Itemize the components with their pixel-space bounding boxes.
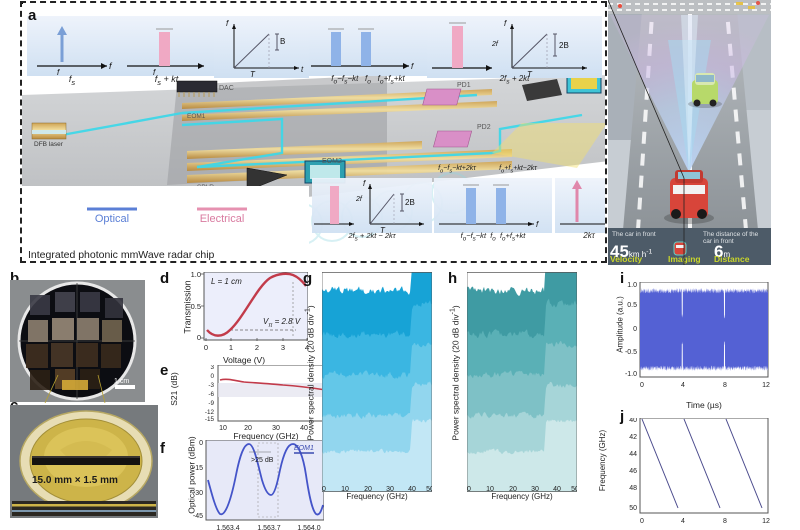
svg-text:42: 42 bbox=[629, 434, 637, 441]
svg-text:4: 4 bbox=[681, 382, 685, 389]
svg-text:40: 40 bbox=[408, 486, 416, 493]
svg-text:50: 50 bbox=[629, 505, 637, 512]
svg-text:3: 3 bbox=[281, 343, 285, 352]
svg-text:-12: -12 bbox=[205, 409, 215, 416]
svg-text:20: 20 bbox=[509, 486, 517, 493]
svg-text:1.0: 1.0 bbox=[191, 272, 201, 279]
svg-text:50: 50 bbox=[571, 486, 577, 493]
svg-text:0.5: 0.5 bbox=[627, 302, 637, 309]
svg-text:0: 0 bbox=[199, 440, 203, 447]
svg-text:-0.5: -0.5 bbox=[625, 349, 637, 356]
svg-text:8: 8 bbox=[723, 518, 727, 525]
svg-text:46: 46 bbox=[629, 468, 637, 475]
svg-text:15.0 mm × 1.5 mm: 15.0 mm × 1.5 mm bbox=[32, 475, 118, 486]
svg-text:12: 12 bbox=[762, 382, 770, 389]
svg-text:1: 1 bbox=[229, 343, 233, 352]
svg-text:-1.0: -1.0 bbox=[625, 371, 637, 378]
svg-text:0: 0 bbox=[322, 486, 326, 493]
svg-text:-9: -9 bbox=[208, 400, 214, 407]
svg-text:1.0: 1.0 bbox=[627, 282, 637, 289]
svg-text:20: 20 bbox=[364, 486, 372, 493]
svg-text:30: 30 bbox=[531, 486, 539, 493]
svg-text:-30: -30 bbox=[193, 490, 203, 497]
svg-text:0: 0 bbox=[467, 486, 471, 493]
svg-text:0: 0 bbox=[640, 382, 644, 389]
svg-text:0: 0 bbox=[204, 343, 208, 352]
svg-text:40: 40 bbox=[553, 486, 561, 493]
svg-text:48: 48 bbox=[629, 485, 637, 492]
svg-text:-45: -45 bbox=[193, 513, 203, 520]
svg-text:0: 0 bbox=[633, 326, 637, 333]
svg-text:0: 0 bbox=[197, 333, 201, 342]
svg-text:0.5: 0.5 bbox=[191, 302, 201, 311]
svg-text:44: 44 bbox=[629, 451, 637, 458]
svg-text:10: 10 bbox=[341, 486, 349, 493]
svg-text:40: 40 bbox=[629, 418, 637, 424]
svg-text:4: 4 bbox=[681, 518, 685, 525]
svg-text:3: 3 bbox=[210, 365, 214, 371]
svg-text:30: 30 bbox=[386, 486, 394, 493]
svg-text:-6: -6 bbox=[208, 391, 214, 398]
svg-text:12: 12 bbox=[762, 518, 770, 525]
svg-text:-15: -15 bbox=[205, 416, 215, 423]
svg-text:10: 10 bbox=[486, 486, 494, 493]
svg-text:2: 2 bbox=[255, 343, 259, 352]
svg-text:0: 0 bbox=[210, 373, 214, 380]
svg-text:>25 dB: >25 dB bbox=[251, 457, 274, 464]
svg-text:L = 1 cm: L = 1 cm bbox=[211, 277, 242, 286]
svg-text:-3: -3 bbox=[208, 382, 214, 389]
svg-text:0: 0 bbox=[640, 518, 644, 525]
svg-text:50: 50 bbox=[426, 486, 432, 493]
svg-text:8: 8 bbox=[723, 382, 727, 389]
svg-text:-15: -15 bbox=[193, 465, 203, 472]
